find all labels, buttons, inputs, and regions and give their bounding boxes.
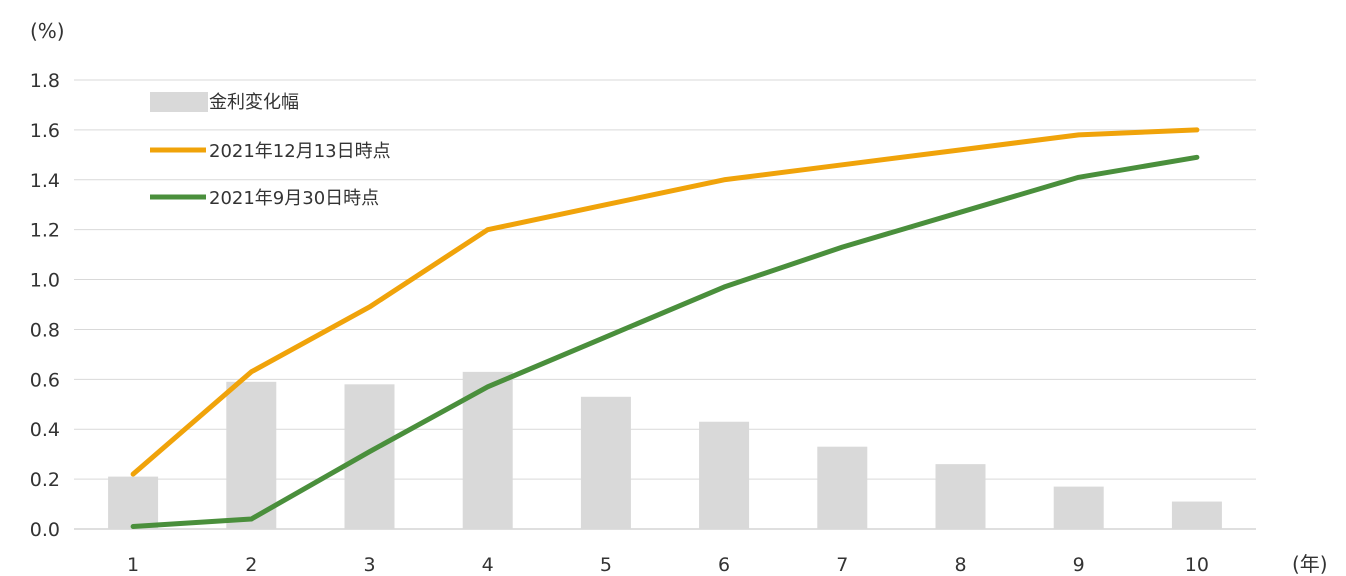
x-tick-label: 7	[836, 554, 848, 576]
bar-series	[108, 371, 1222, 529]
series-line-1	[130, 127, 1200, 477]
y-tick-label: 0.6	[30, 369, 60, 391]
y-axis-unit-label: (%)	[30, 19, 65, 43]
y-tick-label: 1.4	[30, 170, 60, 192]
x-tick-label: 9	[1073, 554, 1085, 576]
x-tick-label: 8	[954, 554, 966, 576]
bar	[108, 476, 159, 529]
x-tick-label: 5	[600, 554, 612, 576]
line-series	[130, 127, 1200, 530]
bar	[935, 464, 986, 529]
y-tick-label: 0.4	[30, 419, 60, 441]
y-tick-label: 1.6	[30, 120, 60, 142]
legend-item-dec13: 2021年12月13日時点	[150, 141, 391, 162]
x-tick-label: 2	[245, 554, 257, 576]
bar	[817, 446, 868, 529]
y-tick-label: 1.8	[30, 70, 60, 92]
legend-item-bar: 金利変化幅	[150, 92, 299, 113]
bar	[1171, 501, 1222, 529]
bar	[344, 384, 395, 529]
x-tick-label: 1	[127, 554, 139, 576]
x-tick-label: 6	[718, 554, 730, 576]
legend-swatch-bar	[150, 92, 208, 112]
x-axis-ticks: 1 2 3 4 5 6 7 8 9 10	[127, 554, 1209, 576]
bar	[580, 396, 631, 529]
y-tick-label: 1.0	[30, 270, 60, 292]
x-tick-label: 4	[482, 554, 494, 576]
legend-label-sep30: 2021年9月30日時点	[209, 188, 379, 209]
x-tick-label: 10	[1185, 554, 1209, 576]
bar	[699, 421, 750, 529]
y-tick-label: 0.0	[30, 519, 60, 541]
legend-label-dec13: 2021年12月13日時点	[209, 141, 391, 162]
y-tick-label: 0.2	[30, 469, 60, 491]
x-axis-unit-label: (年)	[1292, 552, 1328, 576]
bar	[1053, 486, 1104, 529]
legend: 金利変化幅 2021年12月13日時点 2021年9月30日時点	[150, 92, 391, 209]
legend-item-sep30: 2021年9月30日時点	[150, 188, 379, 209]
bar	[226, 381, 277, 529]
y-tick-label: 1.2	[30, 220, 60, 242]
y-tick-label: 0.8	[30, 319, 60, 341]
series-line-2	[130, 154, 1200, 530]
x-tick-label: 3	[363, 554, 375, 576]
legend-label-bar: 金利変化幅	[209, 92, 299, 113]
y-axis-ticks: 0.0 0.2 0.4 0.6 0.8 1.0 1.2 1.4 1.6 1.8	[30, 70, 60, 541]
